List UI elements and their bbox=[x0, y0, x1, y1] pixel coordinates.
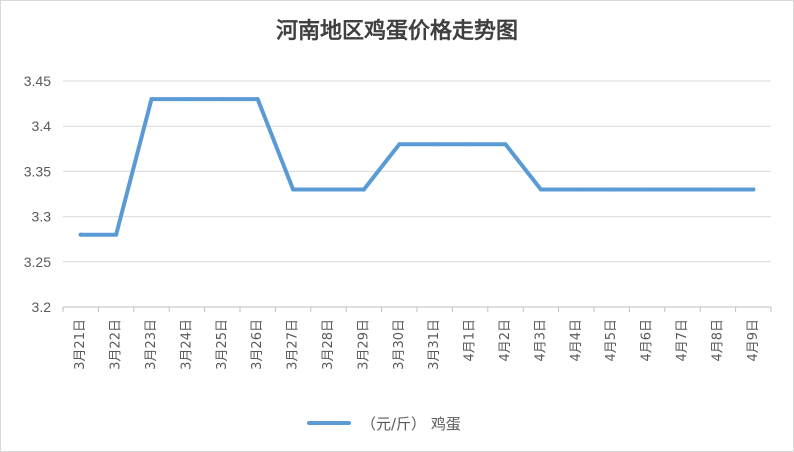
y-tick-label: 3.25 bbox=[24, 254, 51, 270]
x-tick-label: 4月4日 bbox=[569, 319, 584, 362]
x-tick-label: 4月6日 bbox=[640, 319, 655, 362]
x-tick-label: 4月8日 bbox=[710, 319, 725, 362]
x-tick-label: 3月22日 bbox=[109, 319, 124, 370]
x-tick-label: 3月25日 bbox=[215, 319, 230, 370]
data-point bbox=[326, 187, 331, 192]
x-tick-label: 3月29日 bbox=[356, 319, 371, 370]
y-tick-label: 3.35 bbox=[24, 163, 51, 179]
x-tick-label: 3月21日 bbox=[73, 319, 88, 370]
x-tick-label: 3月26日 bbox=[250, 319, 265, 370]
y-tick-label: 3.4 bbox=[32, 118, 52, 134]
data-point bbox=[78, 232, 83, 237]
data-point bbox=[751, 187, 756, 192]
data-point bbox=[149, 97, 154, 102]
data-point bbox=[680, 187, 685, 192]
x-tick-label: 3月30日 bbox=[392, 319, 407, 370]
x-tick-label: 3月27日 bbox=[286, 319, 301, 370]
x-tick-label: 4月9日 bbox=[746, 319, 761, 362]
legend: （元/斤） 鸡蛋 bbox=[307, 411, 461, 435]
data-point bbox=[538, 187, 543, 192]
x-tick-label: 4月5日 bbox=[604, 319, 619, 362]
x-tick-label: 4月7日 bbox=[675, 319, 690, 362]
legend-label: （元/斤） 鸡蛋 bbox=[361, 414, 461, 433]
x-tick-label: 4月1日 bbox=[463, 319, 478, 362]
data-point bbox=[114, 232, 119, 237]
y-tick-label: 3.3 bbox=[32, 209, 52, 225]
data-point bbox=[609, 187, 614, 192]
legend-swatch bbox=[307, 421, 351, 425]
chart-title: 河南地区鸡蛋价格走势图 bbox=[275, 18, 518, 44]
data-point bbox=[397, 142, 402, 147]
data-point bbox=[574, 187, 579, 192]
x-tick-label: 4月3日 bbox=[533, 319, 548, 362]
data-point bbox=[503, 142, 508, 147]
data-point bbox=[291, 187, 296, 192]
series-line bbox=[78, 97, 756, 237]
data-point bbox=[220, 97, 225, 102]
x-tick-label: 3月24日 bbox=[179, 319, 194, 370]
data-point bbox=[255, 97, 260, 102]
data-point bbox=[361, 187, 366, 192]
data-point bbox=[468, 142, 473, 147]
data-point bbox=[715, 187, 720, 192]
y-tick-label: 3.2 bbox=[32, 299, 52, 315]
x-tick-label: 3月28日 bbox=[321, 319, 336, 370]
y-tick-label: 3.45 bbox=[24, 73, 51, 89]
data-point bbox=[432, 142, 437, 147]
x-tick-label: 3月23日 bbox=[144, 319, 159, 370]
data-point bbox=[184, 97, 189, 102]
x-tick-label: 4月2日 bbox=[498, 319, 513, 362]
data-point bbox=[645, 187, 650, 192]
x-tick-label: 3月31日 bbox=[427, 319, 442, 370]
